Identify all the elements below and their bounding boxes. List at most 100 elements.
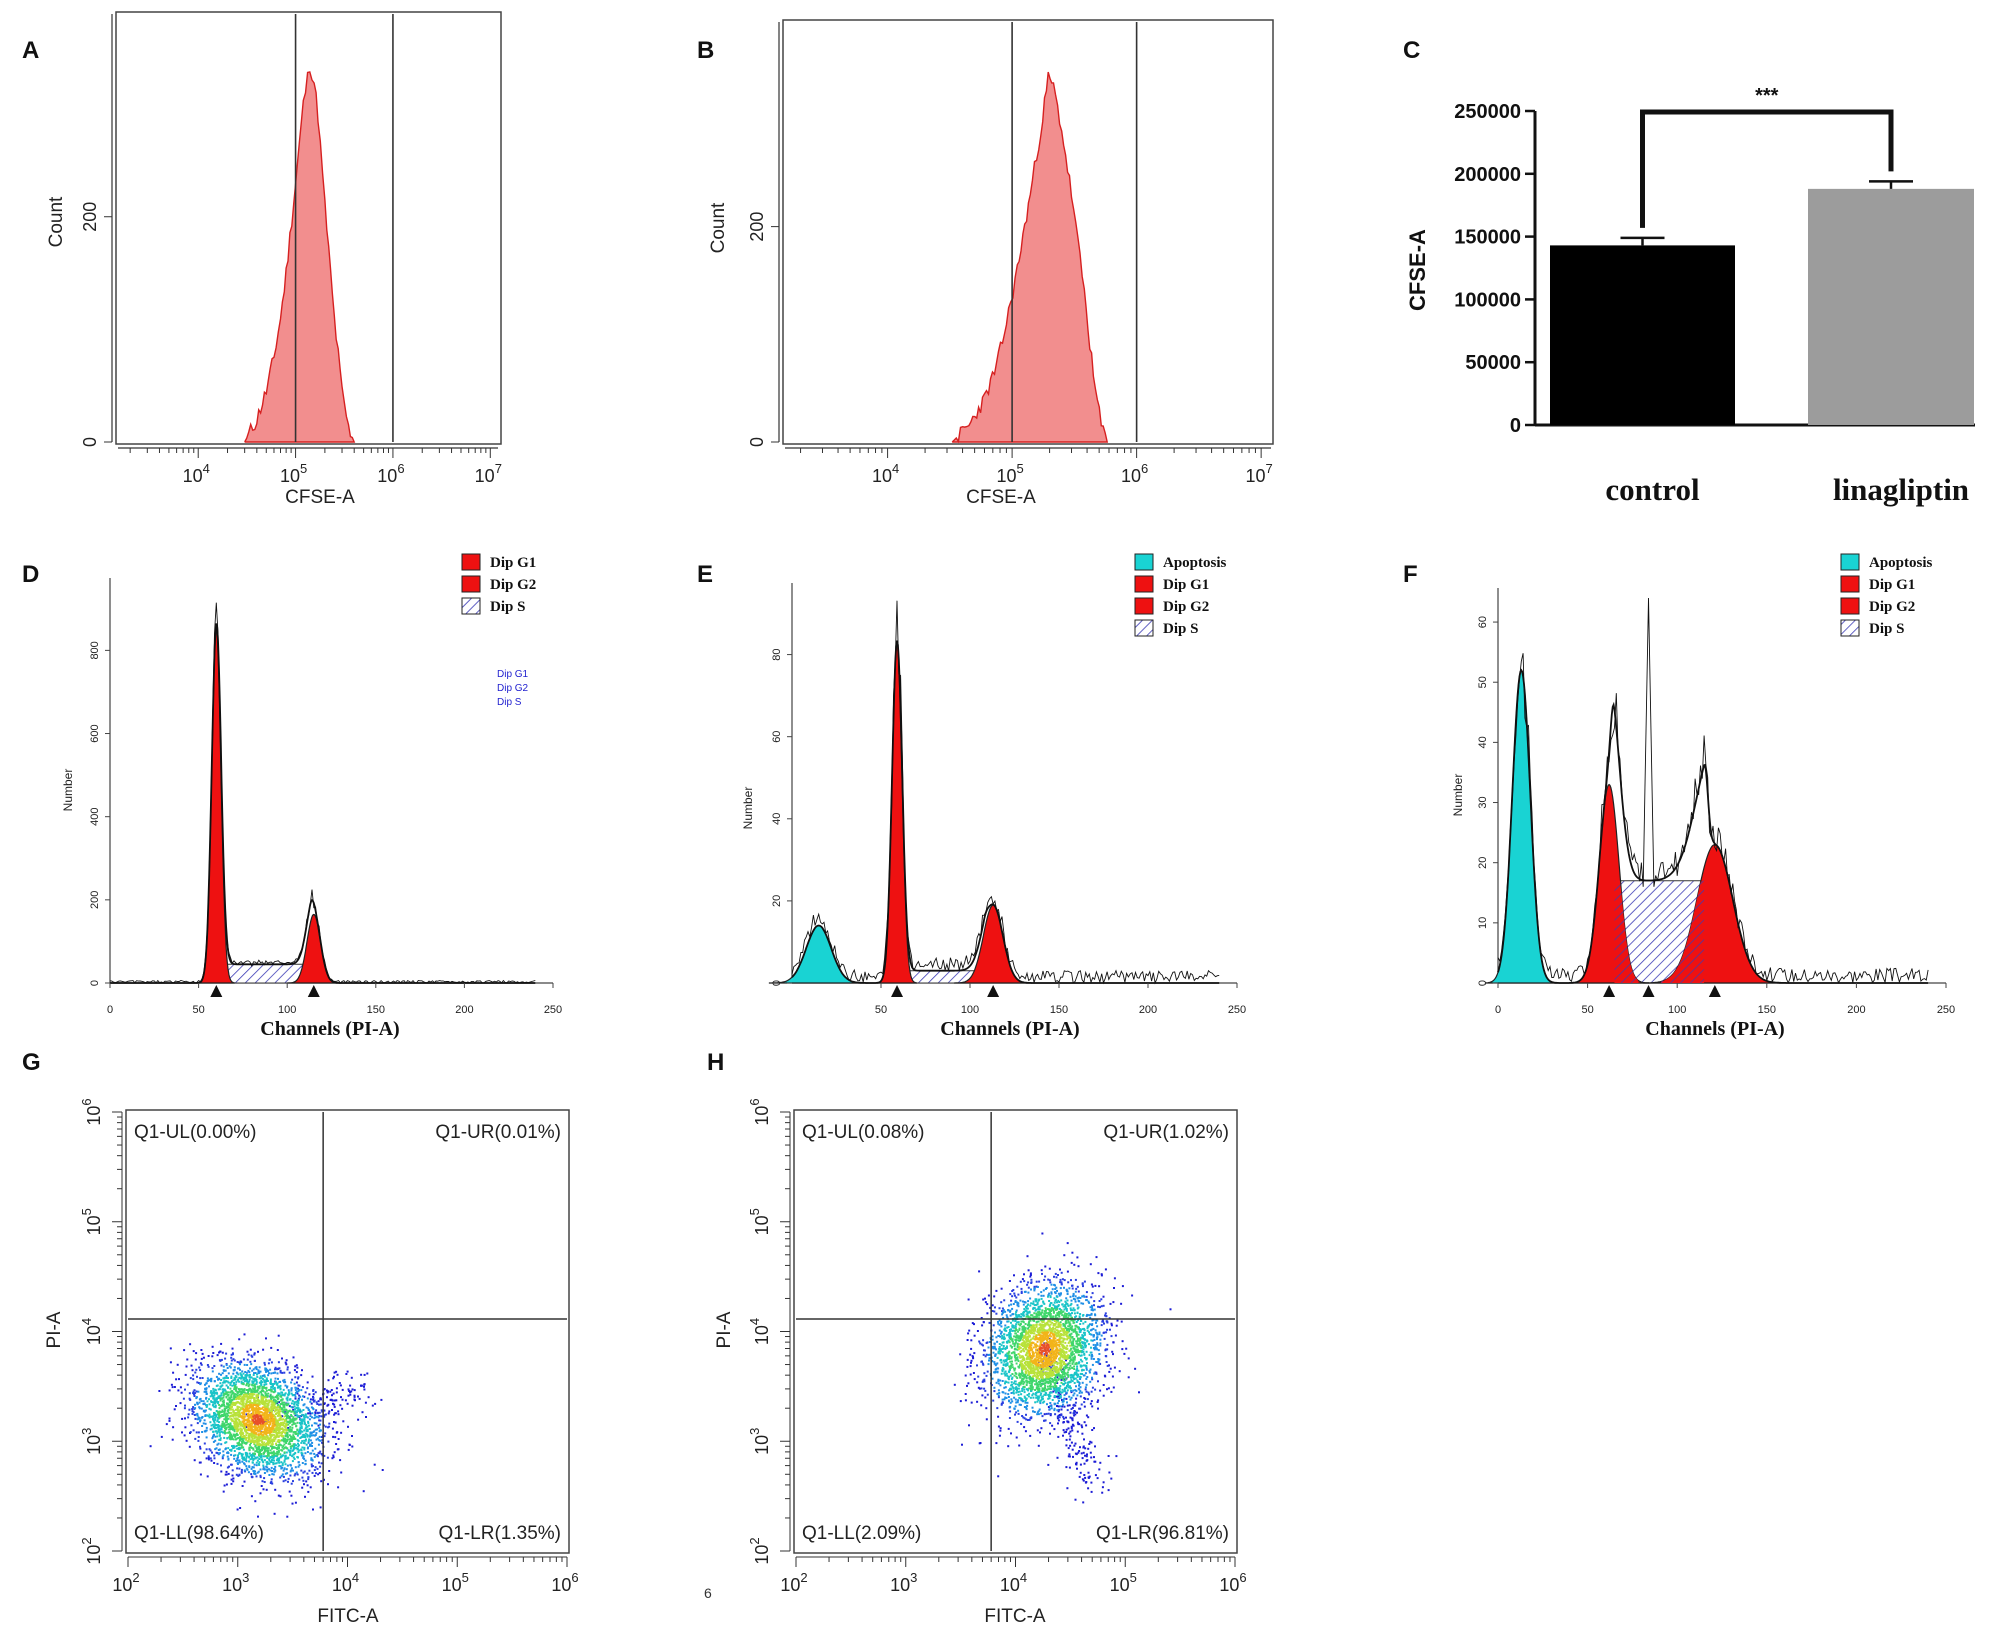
event-dot [231,1427,234,1430]
event-dot [165,1423,168,1426]
event-dot [1110,1390,1113,1393]
event-dot [306,1472,309,1475]
event-dot [1072,1389,1075,1392]
event-dot [1094,1346,1097,1349]
event-dot [173,1408,176,1411]
event-dot [334,1421,337,1424]
event-dot [991,1335,994,1338]
event-dot [1029,1434,1032,1437]
y-tick-label: 50000 [1465,352,1521,374]
x-tick-label: 105 [280,461,307,486]
event-dot [158,1390,161,1392]
event-dot [1010,1398,1013,1401]
event-dot [287,1415,290,1417]
panel-g: G Q1-UL(0.00%) Q1-UR(0.01%)Q1-LL(98.64%) Q… [22,1049,579,1627]
event-dot [1068,1438,1071,1441]
event-dot [1096,1342,1099,1345]
event-dot [1082,1369,1085,1372]
event-dot [263,1447,265,1450]
event-dot [357,1395,359,1398]
event-dot [247,1382,250,1385]
event-dot [233,1454,235,1457]
event-dot [1037,1299,1040,1302]
event-dot [1076,1312,1079,1314]
event-dot [320,1462,323,1465]
event-dot [192,1374,195,1377]
event-dot [176,1363,179,1366]
event-dot [314,1447,317,1450]
event-dot [1091,1307,1094,1310]
event-dot [236,1405,239,1408]
event-dot [243,1413,246,1416]
event-dot [983,1372,986,1375]
event-dot [232,1433,235,1436]
event-dot [1096,1401,1099,1403]
event-dot [272,1463,275,1466]
event-dot [211,1437,214,1440]
event-dot [358,1397,361,1400]
event-dot [229,1422,232,1425]
event-dot [169,1361,172,1364]
event-dot [229,1383,232,1386]
event-dot [297,1387,299,1390]
event-dot [271,1454,274,1457]
event-dot [243,1378,246,1381]
event-dot [219,1439,222,1441]
event-dot [1001,1351,1004,1354]
event-dot [241,1485,244,1487]
event-dot [297,1401,300,1403]
event-dot [260,1394,263,1396]
event-dot [261,1403,264,1405]
event-dot [241,1401,244,1404]
event-dot [310,1463,313,1466]
event-dot [196,1375,198,1378]
event-dot [240,1403,243,1406]
event-dot [254,1414,257,1417]
event-dot [1027,1300,1030,1303]
event-dot [209,1391,212,1394]
event-dot [296,1434,299,1437]
event-dot [225,1483,228,1486]
event-dot [278,1401,281,1404]
event-dot [199,1461,202,1464]
event-dot [236,1390,239,1393]
event-dot [277,1439,280,1442]
event-dot [234,1426,237,1429]
event-dot [1094,1445,1096,1448]
event-dot [283,1381,286,1384]
event-dot [1104,1349,1107,1352]
event-dot [301,1446,304,1449]
event-dot [221,1424,224,1427]
event-dot [259,1468,262,1471]
event-dot [272,1433,275,1436]
event-dot [1057,1397,1060,1400]
legend-label: Dip G2 [1869,599,1915,615]
event-dot [999,1379,1002,1382]
event-dot [285,1429,288,1432]
event-dot [1105,1361,1108,1363]
event-dot [1084,1372,1087,1375]
event-dot [1002,1341,1005,1344]
event-dot [1068,1466,1071,1469]
event-dot [269,1434,272,1437]
event-dot [310,1457,313,1460]
event-dot [326,1391,329,1394]
event-dot [1093,1372,1096,1375]
event-dot [1066,1409,1069,1412]
event-dot [255,1436,258,1439]
event-dot [277,1385,280,1388]
event-dot [1076,1285,1079,1288]
event-dot [289,1463,292,1466]
event-dot [168,1389,171,1392]
event-dot [222,1431,225,1434]
event-dot [1086,1453,1088,1456]
event-dot [1071,1407,1074,1409]
event-dot [277,1449,280,1452]
x-tick-label: 0 [107,1004,113,1016]
event-dot [1006,1320,1009,1323]
event-dot [341,1407,344,1410]
event-dot [232,1409,235,1412]
event-dot [243,1333,246,1336]
event-dot [226,1412,228,1415]
